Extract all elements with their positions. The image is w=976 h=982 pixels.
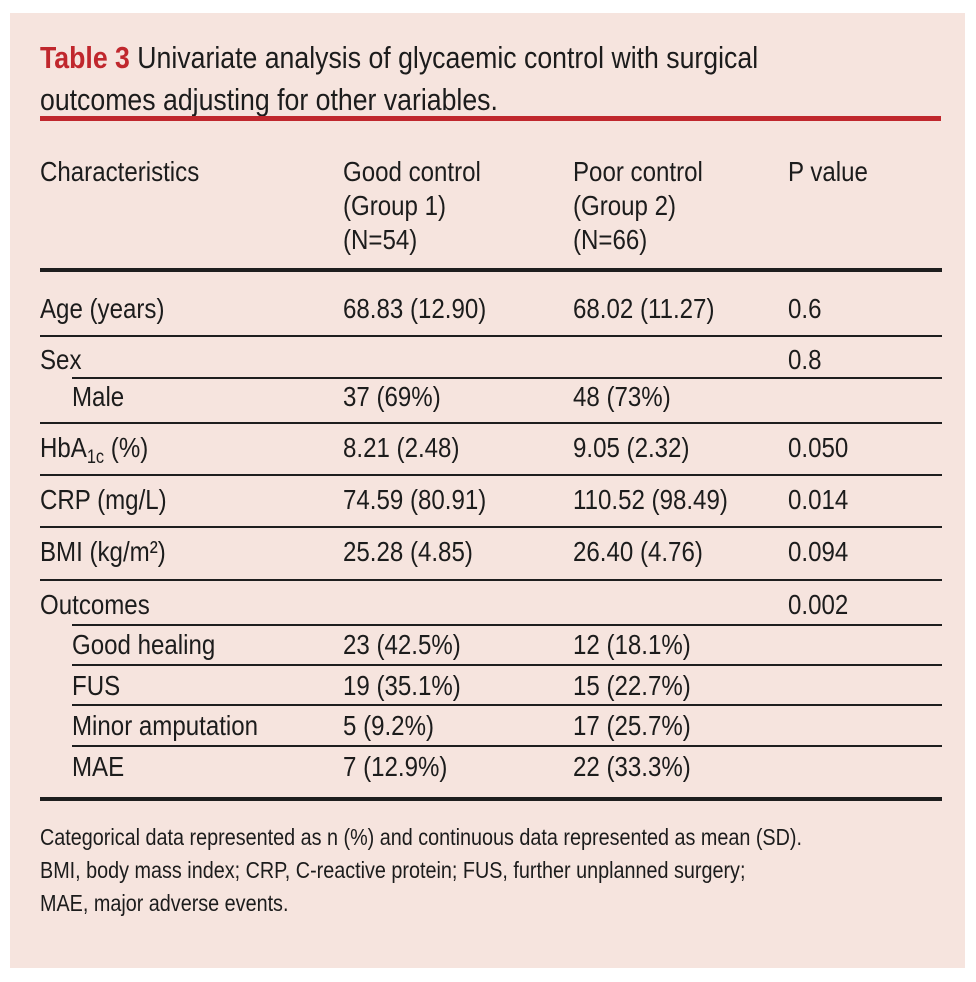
row-divider	[40, 474, 942, 476]
row-label: FUS	[72, 670, 121, 701]
header-good-control: Good control	[343, 156, 481, 187]
table-number: Table 3	[40, 40, 130, 75]
title-rule	[40, 116, 941, 121]
poor-value: 68.02 (11.27)	[573, 293, 715, 324]
footnote-line: BMI, body mass index; CRP, C-reactive pr…	[40, 857, 746, 883]
p-value: 0.014	[788, 484, 849, 515]
table-title: Table 3 Univariate analysis of glycaemic…	[40, 37, 814, 121]
row-divider	[72, 745, 942, 747]
header-characteristics: Characteristics	[40, 156, 200, 187]
row-divider	[72, 664, 942, 666]
poor-value: 48 (73%)	[573, 381, 671, 412]
good-value: 5 (9.2%)	[343, 710, 435, 741]
poor-value: 22 (33.3%)	[573, 751, 691, 782]
table-footnote: Categorical data represented as n (%) an…	[40, 821, 814, 920]
hba1c-subscript: 1c	[86, 447, 105, 468]
row-divider	[40, 526, 942, 528]
row-label: Male	[72, 381, 125, 412]
title-line-2: outcomes adjusting for other variables.	[40, 82, 498, 117]
table-panel: Table 3 Univariate analysis of glycaemic…	[10, 13, 965, 968]
footnote-line: MAE, major adverse events.	[40, 890, 289, 916]
p-value: 0.6	[788, 293, 822, 324]
table-bottom-rule	[40, 797, 942, 801]
poor-value: 26.40 (4.76)	[573, 536, 703, 567]
header-poor-n: (N=66)	[573, 224, 648, 255]
p-value: 0.002	[788, 589, 849, 620]
good-value: 74.59 (80.91)	[343, 484, 487, 515]
row-label: Minor amputation	[72, 710, 259, 741]
good-value: 8.21 (2.48)	[343, 432, 460, 463]
row-divider	[40, 335, 942, 337]
hba1c-unit: (%)	[104, 432, 149, 463]
row-divider	[40, 422, 942, 424]
row-label: Sex	[40, 344, 82, 375]
row-label: Outcomes	[40, 589, 150, 620]
good-value: 25.28 (4.85)	[343, 536, 473, 567]
poor-value: 9.05 (2.32)	[573, 432, 690, 463]
row-label: Good healing	[72, 629, 216, 660]
row-label: HbA1c (%)	[40, 431, 148, 468]
header-poor-group: (Group 2)	[573, 190, 677, 221]
good-value: 19 (35.1%)	[343, 670, 461, 701]
poor-value: 17 (25.7%)	[573, 710, 691, 741]
good-value: 68.83 (12.90)	[343, 293, 487, 324]
row-label: Age (years)	[40, 293, 165, 324]
header-rule	[40, 268, 942, 272]
row-divider	[72, 377, 942, 379]
p-value: 0.050	[788, 432, 849, 463]
p-value: 0.094	[788, 536, 849, 567]
p-value: 0.8	[788, 344, 822, 375]
header-good-group: (Group 1)	[343, 190, 447, 221]
poor-value: 15 (22.7%)	[573, 670, 691, 701]
good-value: 7 (12.9%)	[343, 751, 448, 782]
row-label: BMI (kg/m²)	[40, 536, 166, 567]
header-poor-control: Poor control	[573, 156, 703, 187]
poor-value: 110.52 (98.49)	[573, 484, 728, 515]
title-line-1: Table 3 Univariate analysis of glycaemic…	[40, 37, 814, 79]
good-value: 23 (42.5%)	[343, 629, 461, 660]
good-value: 37 (69%)	[343, 381, 441, 412]
header-good-n: (N=54)	[343, 224, 418, 255]
row-divider	[40, 579, 942, 581]
header-p-value: P value	[788, 156, 868, 187]
row-label: MAE	[72, 751, 125, 782]
title-text-1: Univariate analysis of glycaemic control…	[129, 40, 759, 75]
poor-value: 12 (18.1%)	[573, 629, 691, 660]
hba1c-base: HbA	[40, 432, 87, 463]
footnote-line: Categorical data represented as n (%) an…	[40, 824, 802, 850]
row-label: CRP (mg/L)	[40, 484, 167, 515]
row-divider	[72, 704, 942, 706]
row-divider	[72, 624, 942, 626]
